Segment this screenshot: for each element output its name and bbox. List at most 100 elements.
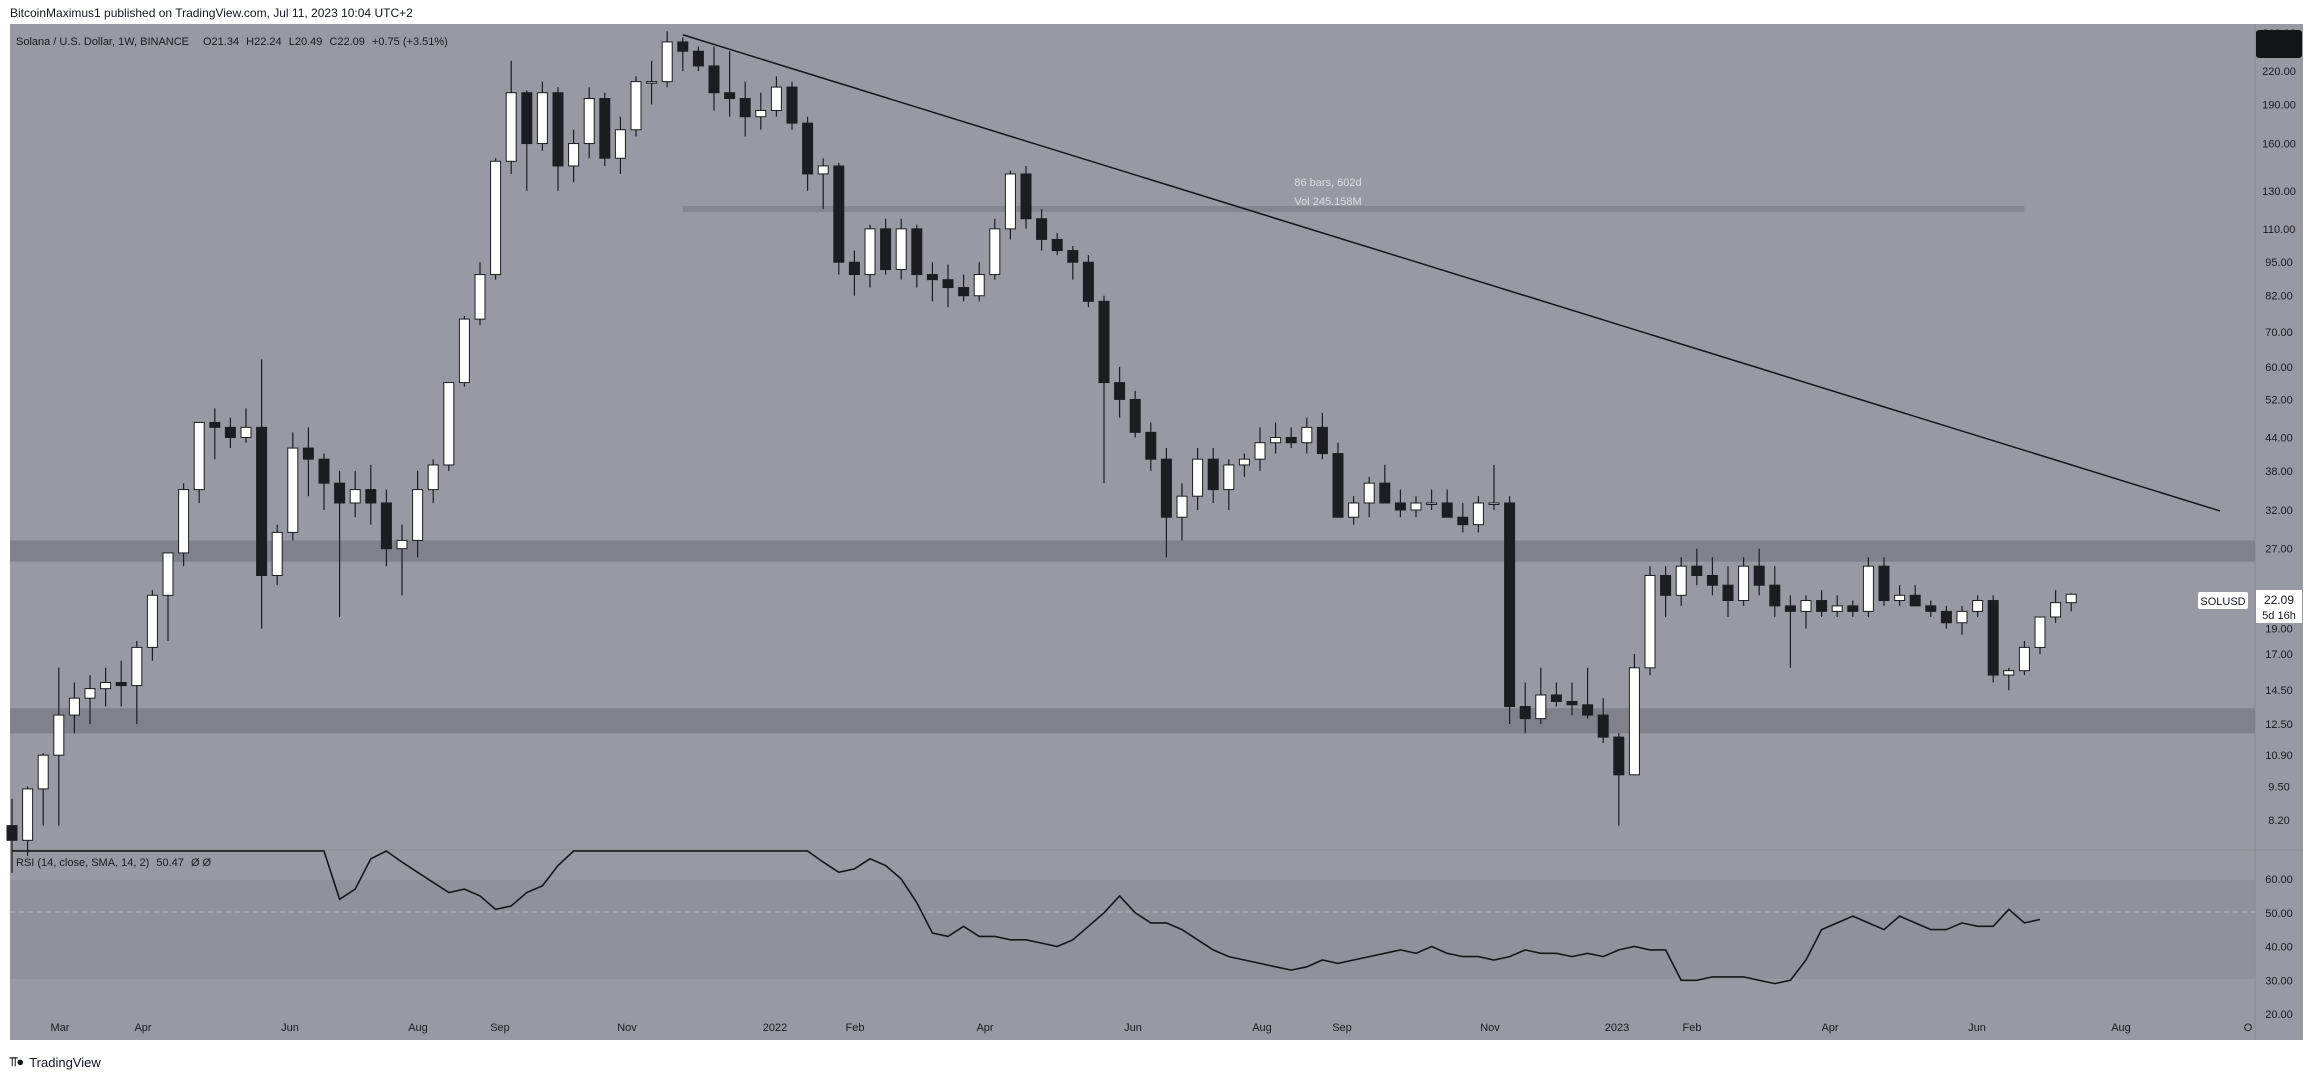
candle [1675,557,1687,606]
candle-body [146,594,158,648]
candle-body [1441,502,1453,518]
candle-body [895,228,907,271]
candle [1051,233,1063,256]
top-right-button[interactable] [2256,30,2302,58]
candle [1722,566,1734,617]
candle-body [1675,565,1687,596]
time-tick-label: Sep [1332,1022,1352,1034]
candle [614,116,626,174]
candle-body [817,165,829,175]
price-tick-label: 82.00 [2265,291,2293,303]
descending-trendline[interactable] [682,34,2221,512]
candle [1176,483,1188,541]
candle-body [1020,173,1032,220]
candle [1020,165,1032,229]
candle-body [224,426,236,438]
candle [1644,566,1656,676]
rsi-tick-label: 30.00 [2265,975,2293,987]
candle-body [334,482,346,504]
candle [568,129,580,183]
price-tag-timer: 5d 16h [2262,610,2296,622]
candle-body [677,41,689,52]
ohlc-legend: O21.34 H22.24 L20.49 C22.09 +0.75 (+3.51… [203,36,448,48]
price-tag-price: 22.09 [2264,593,2294,607]
rsi-line [12,850,2041,985]
candle [1472,496,1484,533]
candle-body [1363,482,1375,504]
candle-body [365,489,377,504]
price-tick-label: 10.90 [2265,750,2293,762]
candle-body [1379,482,1391,504]
candle-body [1426,502,1438,505]
candle-body [1847,605,1859,612]
candle-body [1660,574,1672,596]
open-value: O21.34 [203,36,239,48]
candle [1753,548,1765,596]
symbol-legend[interactable]: Solana / U.S. Dollar, 1W, BINANCE [16,36,189,48]
candle [2050,590,2062,623]
candle-body [2050,602,2062,618]
price-axis-bg [2255,24,2303,849]
candle-body [521,92,533,145]
price-tick-label: 12.50 [2265,719,2293,731]
candle-body [271,531,283,576]
candle-body [552,92,564,167]
candle-body [240,426,252,438]
candle-body [505,92,517,162]
price-tick-label: 44.00 [2265,432,2293,444]
time-tick-label: Aug [408,1022,428,1034]
candle-body [1940,610,1952,624]
candle-body [1114,382,1126,400]
candle [1348,496,1360,525]
candle [1940,605,1952,629]
candle [864,224,876,288]
time-tick-label: Nov [1480,1022,1500,1034]
time-tick-label: Sep [490,1022,510,1034]
candle-body [2034,616,2046,648]
candle [911,224,923,288]
candle [1238,453,1250,477]
candle [84,675,96,725]
candle-body [2018,646,2030,672]
candle [1550,682,1562,707]
candle [1582,667,1594,719]
rsi-legend[interactable]: RSI (14, close, SMA, 14, 2) 50.47 Ø Ø [16,857,212,869]
candle-body [1894,594,1906,602]
candle [1691,548,1703,586]
candle [100,667,112,707]
candle [1036,209,1048,251]
candle [271,524,283,586]
candle [817,158,829,210]
candle [53,667,65,826]
candle [1488,464,1500,510]
candle-body [755,109,767,118]
candle [989,218,1001,280]
candle-body [1067,250,1079,263]
candle [1145,422,1157,471]
price-tag-bg [2256,590,2302,623]
candle-body [1082,261,1094,302]
candle [973,262,985,302]
candle [1566,682,1578,716]
candle [1067,246,1079,280]
candle [755,92,767,130]
rsi-legend-extra: Ø Ø [191,857,212,869]
candle-body [1566,700,1578,706]
measure-vol-label: Vol 245.158M [1294,196,1361,208]
candle-body [1956,610,1968,624]
candle-body [1800,600,1812,612]
candle [1816,590,1828,617]
candle [646,60,658,105]
candle [1129,390,1141,438]
candle [552,87,564,191]
candle-body [802,122,814,175]
candle [708,46,720,111]
candle-body [1644,574,1656,669]
candle-body [536,92,548,145]
change-value: +0.75 (+3.51%) [372,36,448,48]
candle [1628,654,1640,776]
candle [37,753,49,826]
candle [256,359,268,629]
candle-body [1192,458,1204,497]
